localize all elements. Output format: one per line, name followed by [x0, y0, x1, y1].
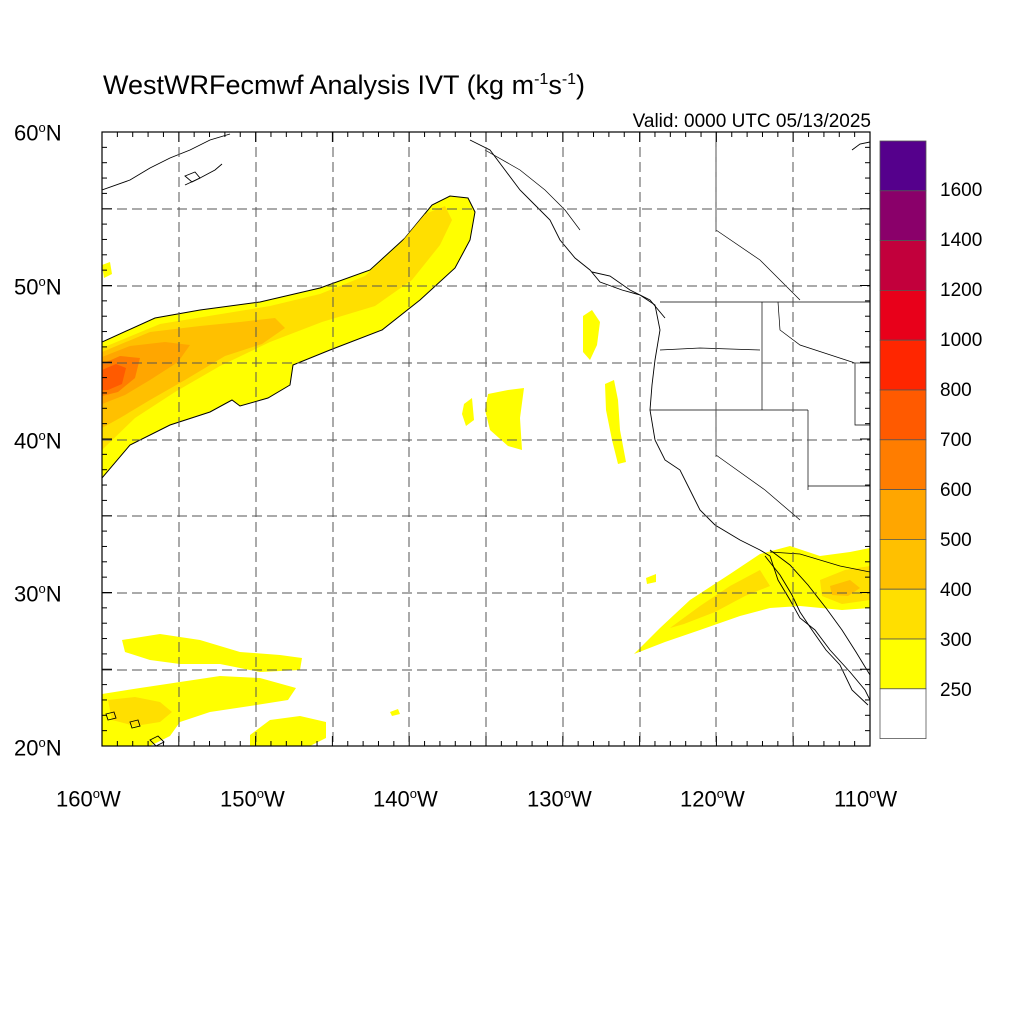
us-mexico-border [769, 551, 870, 573]
colorbar-label-1000: 1000 [940, 330, 983, 351]
hawaii-maui [129, 719, 141, 729]
ivt-cell-2 [462, 398, 474, 426]
valid-time-label: Valid: 0000 UTC 05/13/2025 [632, 111, 871, 132]
colorbar-label-600: 600 [940, 480, 972, 501]
hawaii-big-island [149, 735, 165, 746]
colorbar-label-1200: 1200 [940, 280, 983, 301]
colorbar-swatch [879, 240, 927, 291]
colorbar-swatch [879, 339, 927, 391]
baja-moisture-core [670, 570, 770, 628]
baja-peninsula-coastline [764, 555, 869, 706]
colorbar-swatch [879, 638, 927, 690]
lat-label-20n: 20oN [14, 735, 62, 761]
lon-label-140w: 140oW [373, 786, 438, 812]
lon-label-120w: 120oW [680, 786, 745, 812]
colorbar-swatch [879, 439, 927, 490]
coastlines [102, 133, 870, 746]
axis-ticks [101, 131, 871, 747]
colorbar-swatch [879, 190, 927, 242]
vancouver-island-coastline [591, 271, 666, 319]
colorbar-swatch [879, 289, 927, 341]
colorbar-swatch [879, 588, 927, 640]
colorbar-swatch [879, 389, 927, 441]
political-borders [484, 132, 870, 573]
hawaii-oahu [105, 711, 117, 721]
alaska-canada-border [484, 149, 581, 231]
ivt-cell-6 [646, 574, 656, 584]
colorbar-swatch [879, 688, 927, 739]
canadian-province-border [715, 132, 801, 301]
hawaii-moisture-core [108, 697, 172, 726]
lat-label-60n: 60oN [14, 120, 62, 146]
colorbar-swatch [879, 539, 927, 590]
washington-oregon-border [659, 347, 761, 351]
ivt-cell-4 [605, 380, 626, 464]
plume-700-core [102, 364, 126, 390]
lat-label-30n: 30oN [14, 581, 62, 607]
northeast-corner-coast [851, 141, 870, 151]
colorbar-label-250: 250 [940, 680, 972, 701]
lon-label-150w: 150oW [220, 786, 285, 812]
baja-moisture-plume [634, 546, 870, 654]
figure-title: WestWRFecmwf Analysis IVT (kg m-1s-1) [103, 70, 586, 100]
utah-colorado-border [854, 362, 870, 426]
montana-border [777, 301, 856, 364]
colorbar-swatch [879, 489, 927, 540]
colorbar-label-500: 500 [940, 530, 972, 551]
colorbar-swatch [879, 140, 927, 192]
ivt-cell-7 [390, 709, 400, 716]
colorbar-label-300: 300 [940, 630, 972, 651]
lat-label-50n: 50oN [14, 274, 62, 300]
alaska-peninsula-coastline [184, 163, 223, 186]
hawaii-moisture-band-south [102, 676, 296, 746]
ivt-cell-1 [485, 388, 524, 450]
colorbar [879, 140, 927, 739]
southwest-us-400-cell [830, 580, 860, 596]
alaska-mainland-coastline [102, 133, 231, 191]
hawaii-moisture-band-north [122, 634, 302, 672]
hawaii-moisture-patch-southeast [250, 716, 326, 746]
colorbar-label-1400: 1400 [940, 230, 983, 251]
lon-label-130w: 130oW [527, 786, 592, 812]
nevada-california-border [715, 410, 801, 521]
gulf-of-california-coastline [769, 549, 870, 676]
gulf-of-alaska-coastline [469, 139, 870, 701]
lat-label-40n: 40oN [14, 428, 62, 454]
colorbar-label-700: 700 [940, 430, 972, 451]
colorbar-label-800: 800 [940, 380, 972, 401]
colorbar-label-400: 400 [940, 580, 972, 601]
ivt-shading [102, 195, 870, 746]
ivt-cell-3 [583, 310, 600, 360]
colorbar-label-1600: 1600 [940, 180, 983, 201]
lon-label-160w: 160oW [56, 786, 121, 812]
gridlines [102, 132, 870, 746]
alaska-islands [184, 171, 201, 183]
lon-label-110w: 110oW [834, 786, 898, 812]
